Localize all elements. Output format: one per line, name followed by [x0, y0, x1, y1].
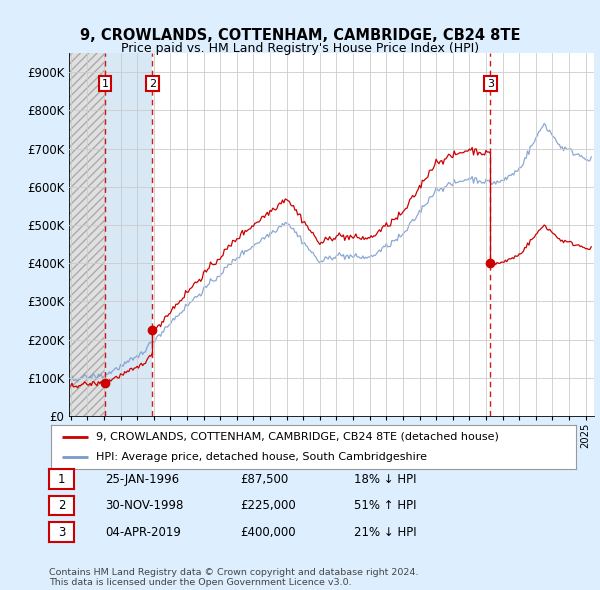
Text: This data is licensed under the Open Government Licence v3.0.: This data is licensed under the Open Gov…	[49, 578, 352, 587]
Text: 25-JAN-1996: 25-JAN-1996	[105, 473, 179, 486]
Text: 3: 3	[58, 526, 65, 539]
Bar	[105, 53, 152, 416]
Text: Contains HM Land Registry data © Crown copyright and database right 2024.: Contains HM Land Registry data © Crown c…	[49, 568, 419, 577]
Text: £225,000: £225,000	[240, 499, 296, 512]
Text: 30-NOV-1998: 30-NOV-1998	[105, 499, 184, 512]
Text: 04-APR-2019: 04-APR-2019	[105, 526, 181, 539]
Text: 3: 3	[487, 78, 494, 88]
Text: £87,500: £87,500	[240, 473, 288, 486]
Text: 2: 2	[149, 78, 156, 88]
Text: 1: 1	[58, 473, 65, 486]
Text: £400,000: £400,000	[240, 526, 296, 539]
Text: 9, CROWLANDS, COTTENHAM, CAMBRIDGE, CB24 8TE (detached house): 9, CROWLANDS, COTTENHAM, CAMBRIDGE, CB24…	[95, 432, 499, 442]
Text: Price paid vs. HM Land Registry's House Price Index (HPI): Price paid vs. HM Land Registry's House …	[121, 42, 479, 55]
Bar	[69, 53, 105, 416]
Text: 9, CROWLANDS, COTTENHAM, CAMBRIDGE, CB24 8TE: 9, CROWLANDS, COTTENHAM, CAMBRIDGE, CB24…	[80, 28, 520, 43]
Text: 18% ↓ HPI: 18% ↓ HPI	[354, 473, 416, 486]
Text: 21% ↓ HPI: 21% ↓ HPI	[354, 526, 416, 539]
Text: 2: 2	[58, 499, 65, 512]
Text: 51% ↑ HPI: 51% ↑ HPI	[354, 499, 416, 512]
Text: 1: 1	[101, 78, 109, 88]
Text: HPI: Average price, detached house, South Cambridgeshire: HPI: Average price, detached house, Sout…	[95, 452, 427, 462]
